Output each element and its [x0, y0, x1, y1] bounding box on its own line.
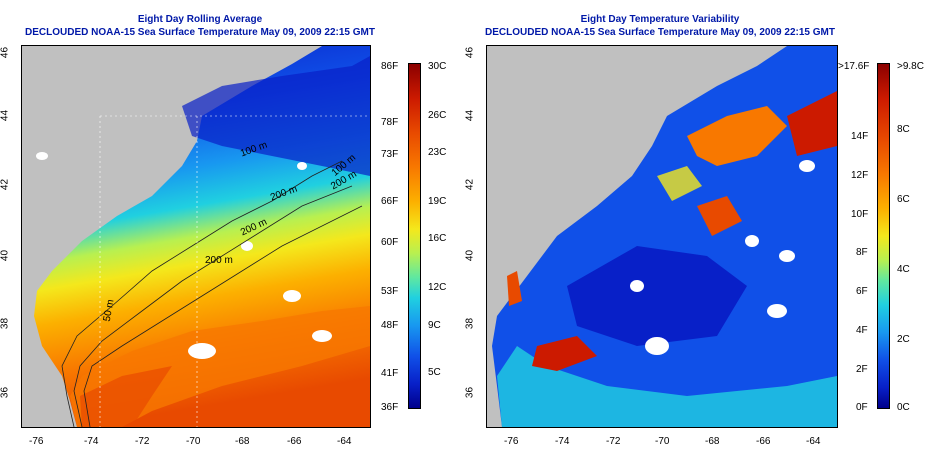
colorbar-c-label: 4C: [897, 264, 910, 275]
y-tick: 42: [0, 178, 11, 191]
x-tick: -70: [186, 436, 201, 447]
sst-average-map: [21, 45, 371, 428]
x-tick: -66: [756, 436, 771, 447]
x-tick: -76: [504, 436, 519, 447]
colorbar-f-label: 48F: [381, 320, 399, 331]
left-map-title: Eight Day Rolling Average: [137, 14, 263, 25]
y-tick: 38: [0, 317, 11, 330]
colorbar-c-label: 8C: [897, 124, 910, 135]
cloud-patches: [630, 160, 815, 355]
y-tick: 42: [464, 178, 476, 191]
x-tick: -66: [287, 436, 302, 447]
colorbar-f-label: 73F: [381, 149, 399, 160]
y-tick: 46: [464, 46, 476, 59]
low-variability: [567, 246, 747, 346]
colorbar-c-label: 9C: [428, 320, 441, 331]
depth-label: 200 m: [205, 255, 233, 266]
colorbar-f-label: 53F: [381, 286, 399, 297]
colorbar-c-label: 23C: [428, 147, 447, 158]
grid-lines: [99, 115, 370, 427]
colorbar-c-label: 19C: [428, 196, 447, 207]
y-tick: 36: [0, 386, 11, 399]
colorbar-c-label: 16C: [428, 233, 447, 244]
sst-variability-map: [486, 45, 838, 428]
colorbar-c-label: >9.8C: [897, 61, 924, 72]
colorbar-c-label: 26C: [428, 110, 447, 121]
right-map-subtitle: DECLOUDED NOAA-15 Sea Surface Temperatur…: [485, 27, 835, 38]
x-tick: -70: [655, 436, 670, 447]
colorbar-f-label: 41F: [381, 368, 399, 379]
moderate-variability: [497, 346, 837, 427]
colorbar-f-label: 14F: [851, 131, 869, 142]
colorbar-c-label: 6C: [897, 194, 910, 205]
colorbar-f-label: >17.6F: [838, 61, 870, 72]
cloud-patches: [36, 152, 332, 359]
y-tick: 38: [464, 317, 476, 330]
colorbar-f-label: 4F: [856, 325, 868, 336]
colorbar-f-label: 6F: [856, 286, 868, 297]
y-tick: 44: [464, 109, 476, 122]
colorbar-f-label: 78F: [381, 117, 399, 128]
x-tick: -68: [235, 436, 250, 447]
high-variability: [507, 91, 837, 371]
y-tick: 40: [0, 249, 11, 262]
y-tick: 36: [464, 386, 476, 399]
colorbar-f-label: 8F: [856, 247, 868, 258]
colorbar-c-label: 30C: [428, 61, 447, 72]
colorbar-c-label: 12C: [428, 282, 447, 293]
y-tick: 44: [0, 109, 11, 122]
x-tick: -74: [84, 436, 99, 447]
colorbar-c-label: 2C: [897, 334, 910, 345]
right-map-title: Eight Day Temperature Variability: [580, 14, 740, 25]
x-tick: -68: [705, 436, 720, 447]
x-tick: -72: [606, 436, 621, 447]
x-tick: -64: [806, 436, 821, 447]
colorbar-c-label: 0C: [897, 402, 910, 413]
warm-core: [80, 366, 172, 427]
colorbar-f-label: 86F: [381, 61, 399, 72]
colorbar-f-label: 10F: [851, 209, 869, 220]
colorbar-f-label: 66F: [381, 196, 399, 207]
colorbar-f-label: 60F: [381, 237, 399, 248]
colorbar-f-label: 2F: [856, 364, 868, 375]
variability-colorbar: [877, 63, 890, 409]
y-tick: 46: [0, 46, 11, 59]
colorbar-f-label: 12F: [851, 170, 869, 181]
x-tick: -72: [135, 436, 150, 447]
colorbar-c-label: 5C: [428, 367, 441, 378]
sst-colorbar: [408, 63, 421, 409]
colorbar-f-label: 0F: [856, 402, 868, 413]
y-tick: 40: [464, 249, 476, 262]
x-tick: -74: [555, 436, 570, 447]
left-map-subtitle: DECLOUDED NOAA-15 Sea Surface Temperatur…: [25, 27, 375, 38]
x-tick: -64: [337, 436, 352, 447]
x-tick: -76: [29, 436, 44, 447]
depth-contours: [61, 160, 363, 427]
colorbar-f-label: 36F: [381, 402, 399, 413]
